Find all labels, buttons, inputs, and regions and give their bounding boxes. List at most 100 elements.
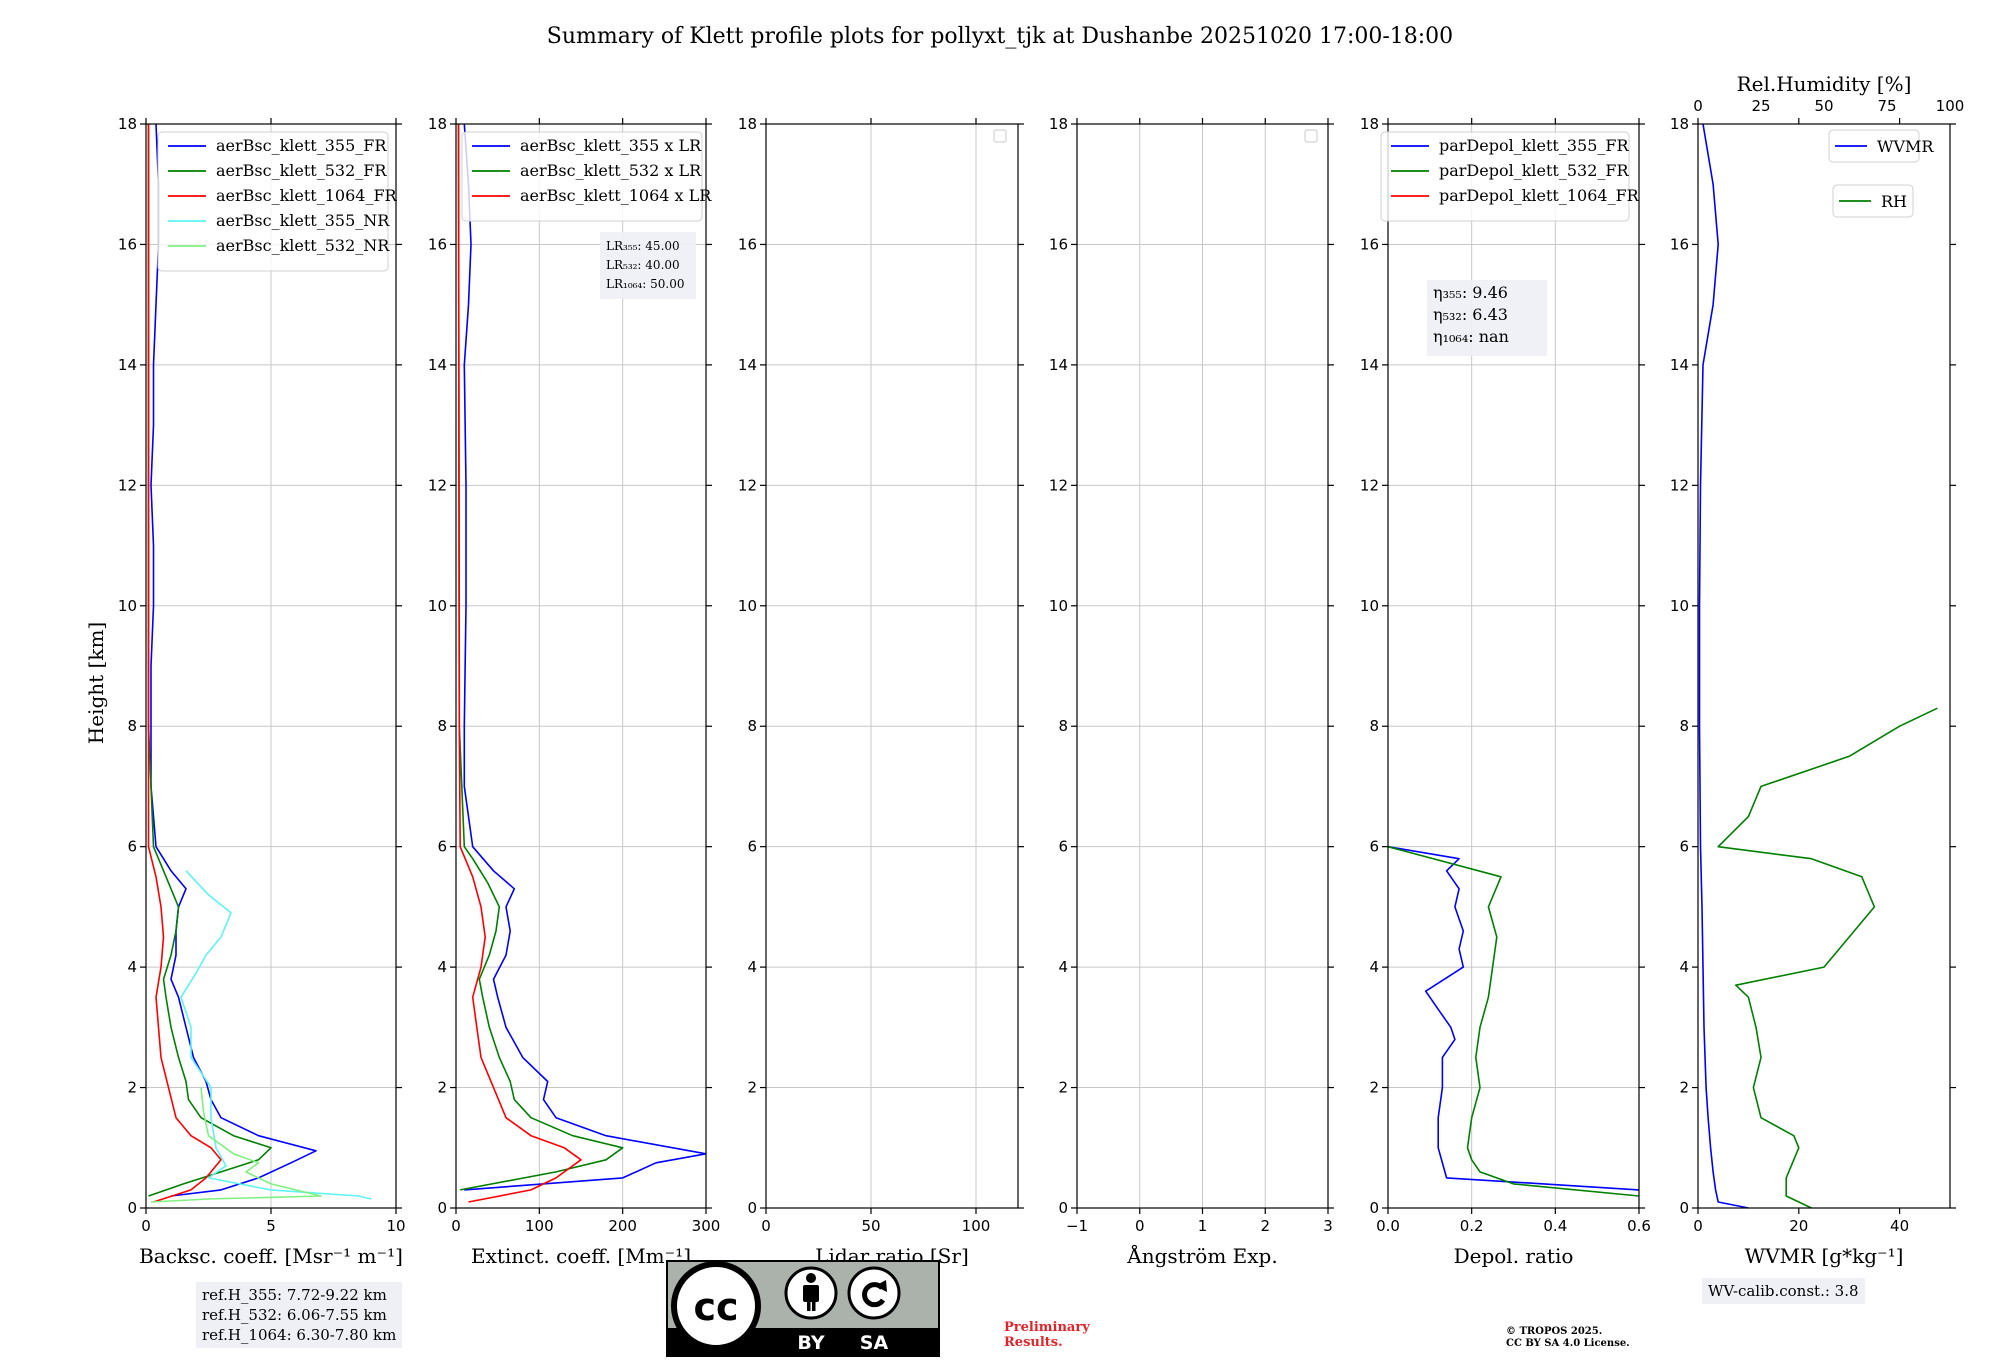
y-tick-label: 16 [1360, 235, 1379, 253]
sa-icon [847, 1266, 901, 1320]
legend-label: WVMR [1877, 137, 1934, 156]
legend-box [1832, 184, 1914, 218]
legend-label: aerBsc_klett_1064_FR [216, 186, 398, 205]
y-tick-label: 8 [437, 717, 447, 735]
y-tick-label: 14 [428, 356, 447, 374]
legend-label: parDepol_klett_355_FR [1439, 136, 1630, 155]
ref-height-1064: ref.H_1064: 6.30-7.80 km [202, 1326, 397, 1344]
x2-tick-label: 50 [1814, 97, 1833, 115]
x-axis-label: Depol. ratio [1454, 1244, 1574, 1268]
series-aerBsc_klett_532 x LR [457, 123, 624, 1191]
cc-license-badge: cc BY SA [666, 1260, 940, 1357]
y-tick-label: 10 [428, 597, 447, 615]
y-tick-label: 2 [1679, 1079, 1689, 1097]
copyright-note: © TROPOS 2025. CC BY SA 4.0 License. [1506, 1326, 1630, 1350]
y-tick-label: 6 [1369, 838, 1379, 856]
x-tick-label: 0.4 [1543, 1217, 1567, 1235]
legend-box [461, 131, 703, 222]
x2-tick-label: 25 [1751, 97, 1770, 115]
x-tick-label: 0 [451, 1217, 461, 1235]
legend-label: RH [1881, 192, 1907, 211]
y-tick-label: 12 [1670, 476, 1689, 494]
y-axis-label: Height [km] [84, 622, 108, 744]
info-box [600, 232, 696, 299]
y-tick-label: 10 [738, 597, 757, 615]
y-tick-label: 14 [738, 356, 757, 374]
y-tick-label: 4 [1369, 958, 1379, 976]
y-tick-label: 4 [127, 958, 137, 976]
series-parDepol_klett_355_FR [1387, 845, 1640, 1191]
x-tick-label: 20 [1789, 1217, 1808, 1235]
x-tick-label: 100 [525, 1217, 554, 1235]
y-tick-label: 14 [118, 356, 137, 374]
x-tick-label: 300 [692, 1217, 721, 1235]
y-tick-label: 2 [437, 1079, 447, 1097]
y-tick-label: 2 [1058, 1079, 1068, 1097]
info-box [1427, 280, 1547, 356]
legend-label: parDepol_klett_1064_FR [1439, 186, 1640, 205]
y-tick-label: 18 [118, 115, 137, 133]
series-aerBsc_klett_355_NR [180, 870, 372, 1200]
y-tick-label: 10 [1360, 597, 1379, 615]
x-tick-label: −1 [1066, 1217, 1088, 1235]
legend-box [157, 131, 389, 272]
preliminary-note: Preliminary Results. [1004, 1320, 1090, 1350]
legend-label: parDepol_klett_532_FR [1439, 161, 1630, 180]
series-RH [1717, 707, 1938, 1209]
x-axis-label: Extinct. coeff. [Mm⁻¹] [471, 1244, 691, 1268]
info-line: LR₁₀₆₄: 50.00 [606, 277, 684, 291]
series-aerBsc_klett_1064 x LR [457, 123, 582, 1203]
figure-title: Summary of Klett profile plots for polly… [547, 24, 1453, 49]
x-tick-label: 0 [1135, 1217, 1145, 1235]
series-WVMR [1698, 123, 1749, 1209]
info-line: LR₅₃₂: 40.00 [606, 258, 680, 272]
ref-height-box: ref.H_355: 7.72-9.22 km ref.H_532: 6.06-… [196, 1282, 403, 1348]
plot-frame [1387, 123, 1640, 1209]
y-tick-label: 12 [118, 476, 137, 494]
y-tick-label: 0 [747, 1199, 757, 1217]
y-tick-label: 18 [738, 115, 757, 133]
x-axis-label: Ångström Exp. [1126, 1243, 1277, 1268]
series-aerBsc_klett_355_FR [150, 123, 317, 1197]
y-tick-label: 18 [1670, 115, 1689, 133]
legend-box [1380, 131, 1630, 222]
y-tick-label: 16 [1670, 235, 1689, 253]
legend-label: aerBsc_klett_532 x LR [520, 161, 702, 180]
legend-empty-box [1304, 129, 1318, 143]
x-tick-label: 0.2 [1460, 1217, 1484, 1235]
plot-frame [455, 123, 707, 1209]
info-line: LR₃₅₅: 45.00 [606, 239, 680, 253]
series-aerBsc_klett_355 x LR [463, 123, 707, 1191]
by-icon [784, 1266, 838, 1320]
wv-calib-text: WV-calib.const.: 3.8 [1708, 1282, 1859, 1300]
y-tick-label: 4 [747, 958, 757, 976]
y-tick-label: 8 [1058, 717, 1068, 735]
y-tick-label: 2 [747, 1079, 757, 1097]
plot-frame [1697, 123, 1951, 1209]
series-aerBsc_klett_532_NR [150, 1087, 322, 1203]
x2-axis-label: Rel.Humidity [%] [1737, 72, 1912, 96]
x-tick-label: 0.0 [1376, 1217, 1400, 1235]
x2-tick-label: 0 [1693, 97, 1703, 115]
y-tick-label: 12 [1360, 476, 1379, 494]
legend-label: aerBsc_klett_355_NR [216, 211, 390, 230]
x-tick-label: 0.6 [1627, 1217, 1651, 1235]
x-tick-label: 0 [141, 1217, 151, 1235]
legend-label: aerBsc_klett_532_FR [216, 161, 387, 180]
x-tick-label: 3 [1323, 1217, 1333, 1235]
ref-height-355: ref.H_355: 7.72-9.22 km [202, 1286, 387, 1304]
x-tick-label: 40 [1890, 1217, 1909, 1235]
y-tick-label: 0 [1369, 1199, 1379, 1217]
y-tick-label: 14 [1360, 356, 1379, 374]
x-tick-label: 10 [386, 1217, 405, 1235]
legend-label: aerBsc_klett_355_FR [216, 136, 387, 155]
y-tick-label: 16 [118, 235, 137, 253]
info-line: η₁₀₆₄: nan [1433, 327, 1509, 346]
y-tick-label: 16 [738, 235, 757, 253]
y-tick-label: 10 [1049, 597, 1068, 615]
y-tick-label: 0 [437, 1199, 447, 1217]
series-parDepol_klett_532_FR [1387, 845, 1640, 1197]
x-tick-label: 100 [962, 1217, 991, 1235]
